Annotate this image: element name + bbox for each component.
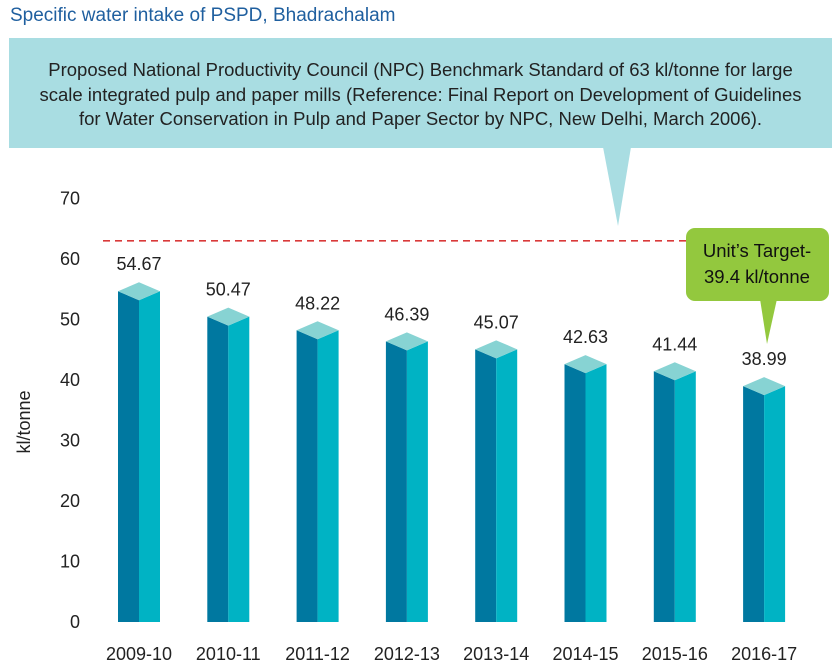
bar-top — [385, 332, 428, 351]
x-tick-label: 2009-10 — [106, 644, 172, 664]
bar — [585, 364, 607, 622]
bar — [139, 291, 160, 622]
bar-side — [564, 364, 586, 622]
bar-top — [743, 377, 786, 396]
x-tick-label: 2010-11 — [196, 644, 261, 664]
x-tick-label: 2013-14 — [463, 644, 529, 664]
benchmark-callout: Proposed National Productivity Council (… — [9, 38, 832, 148]
target-callout-pointer — [760, 299, 777, 344]
bar — [228, 316, 250, 622]
bar-side — [118, 291, 139, 622]
x-tick-label: 2015-16 — [642, 644, 708, 664]
y-tick-label: 20 — [60, 491, 80, 511]
data-label: 50.47 — [206, 280, 251, 300]
data-label: 38.99 — [742, 349, 787, 369]
x-tick-label: 2012-13 — [374, 644, 440, 664]
bar — [317, 330, 339, 622]
bar — [406, 341, 428, 622]
x-tick-label: 2011-12 — [285, 644, 350, 664]
bar-top — [296, 321, 339, 340]
bar-side — [475, 349, 497, 622]
y-tick-label: 40 — [60, 370, 80, 390]
x-tick-label: 2014-15 — [552, 644, 618, 664]
data-label: 46.39 — [384, 304, 429, 324]
data-label: 48.22 — [295, 293, 340, 313]
benchmark-callout-line: scale integrated pulp and paper mills (R… — [39, 83, 802, 105]
y-tick-label: 30 — [60, 431, 80, 451]
bar-top — [653, 362, 696, 381]
callout-pointer — [603, 147, 631, 226]
data-label: 54.67 — [116, 254, 161, 274]
y-tick-label: 60 — [60, 249, 80, 269]
bar-top — [475, 340, 518, 359]
data-label: 45.07 — [474, 312, 519, 332]
bar-top — [207, 307, 250, 326]
y-tick-label: 70 — [60, 189, 80, 209]
bar-side — [385, 341, 407, 622]
y-tick-label: 0 — [70, 612, 80, 632]
bar-side — [296, 330, 318, 622]
target-callout-line: Unit’s Target- — [703, 240, 811, 261]
bar — [674, 371, 696, 622]
x-tick-label: 2016-17 — [731, 644, 797, 664]
bar-side — [207, 316, 229, 622]
chart-title: Specific water intake of PSPD, Bhadracha… — [10, 5, 396, 26]
bar-side — [653, 371, 675, 622]
benchmark-callout-text: Proposed National Productivity Council (… — [9, 58, 832, 132]
benchmark-callout-line: for Water Conservation in Pulp and Paper… — [78, 108, 763, 129]
bar — [764, 386, 786, 622]
benchmark-callout-line: Proposed National Productivity Council (… — [48, 59, 793, 80]
target-callout-line: 39.4 kl/tonne — [704, 266, 810, 287]
data-label: 42.63 — [563, 327, 608, 347]
bar-top — [118, 282, 160, 301]
target-callout — [686, 228, 829, 301]
bar-side — [743, 386, 765, 622]
y-axis-label: kl/tonne — [14, 390, 34, 453]
y-tick-label: 50 — [60, 310, 80, 330]
y-tick-label: 10 — [60, 552, 80, 572]
bar — [496, 349, 518, 622]
data-label: 41.44 — [652, 334, 697, 354]
bar-top — [564, 355, 607, 374]
